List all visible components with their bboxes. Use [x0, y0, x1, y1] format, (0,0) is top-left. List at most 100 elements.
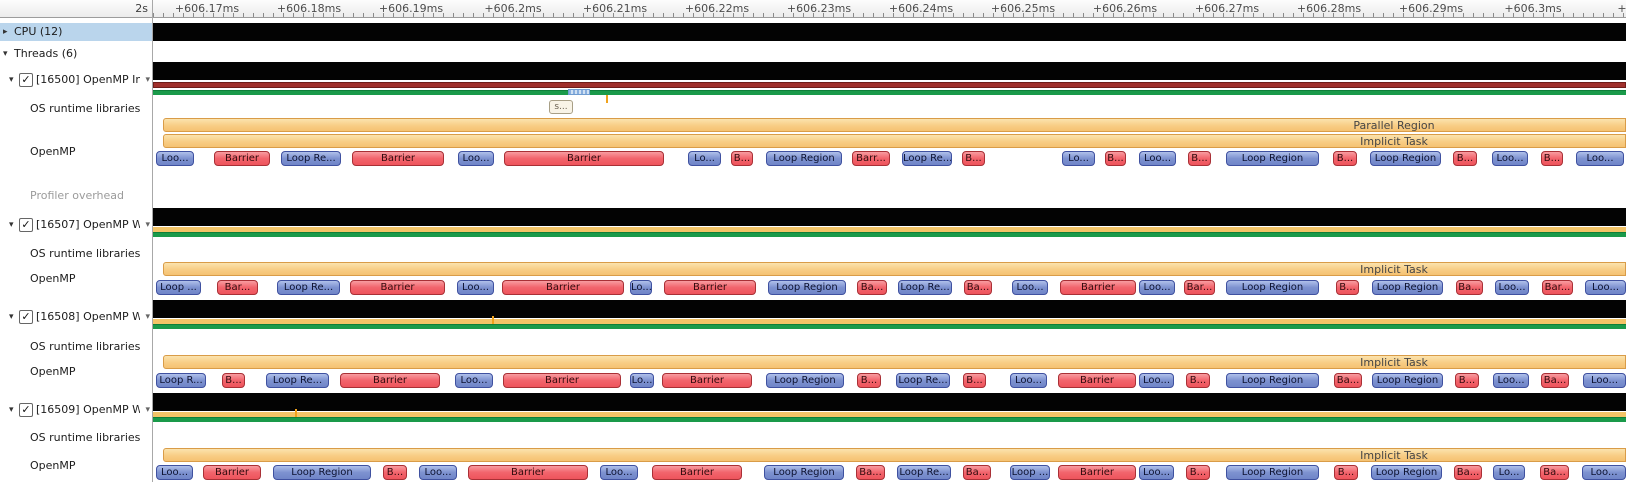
barrier-chip[interactable]: Barrier — [468, 465, 588, 480]
implicit-task-band[interactable]: Implicit Task — [163, 262, 1626, 276]
barrier-chip[interactable]: Barrier — [1060, 280, 1136, 295]
loop-region-chip[interactable]: Loop Region — [766, 151, 842, 166]
thread-checkbox[interactable]: ✓ — [19, 310, 33, 324]
loop-region-chip[interactable]: Loop Region — [768, 280, 846, 295]
loop-region-chip[interactable]: Loop Region — [1226, 151, 1319, 166]
barrier-chip[interactable]: Barrier — [503, 373, 621, 388]
dropdown-caret-icon[interactable]: ▾ — [145, 405, 150, 415]
loop-region-chip[interactable]: Loo... — [1583, 373, 1626, 388]
loop-region-chip[interactable]: Loo... — [419, 465, 457, 480]
loop-region-chip[interactable]: Loo... — [1139, 373, 1174, 388]
barrier-chip[interactable]: B... — [1333, 151, 1357, 166]
barrier-chip[interactable]: Ba... — [1540, 465, 1569, 480]
barrier-chip[interactable]: B... — [383, 465, 407, 480]
dropdown-caret-icon[interactable]: ▾ — [145, 312, 150, 322]
sidebar-subrow[interactable]: OpenMP — [0, 363, 152, 381]
loop-region-chip[interactable]: Loo... — [1010, 373, 1047, 388]
loop-region-chip[interactable]: Loop Re... — [896, 373, 950, 388]
barrier-chip[interactable]: Barrier — [350, 280, 445, 295]
loop-region-chip[interactable]: Lo... — [630, 280, 652, 295]
loop-region-chip[interactable]: Loo... — [1139, 151, 1176, 166]
barrier-chip[interactable]: Barrier — [1058, 373, 1136, 388]
barrier-chip[interactable]: Barrier — [502, 280, 624, 295]
sidebar-subrow[interactable]: OpenMP — [0, 270, 152, 288]
loop-region-chip[interactable]: Loo... — [1582, 465, 1626, 480]
barrier-chip[interactable]: Barrier — [203, 465, 261, 480]
loop-region-chip[interactable]: Loop Region — [273, 465, 371, 480]
expander-expanded-icon[interactable]: ▾ — [9, 220, 14, 230]
barrier-chip[interactable]: B... — [1455, 373, 1479, 388]
dropdown-caret-icon[interactable]: ▾ — [145, 220, 150, 230]
barrier-chip[interactable]: Barrier — [504, 151, 664, 166]
loop-region-chip[interactable]: Loo... — [156, 151, 194, 166]
loop-region-chip[interactable]: Loop R... — [156, 373, 206, 388]
barrier-chip[interactable]: Barrier — [662, 373, 752, 388]
loop-region-chip[interactable]: Loo... — [1576, 151, 1624, 166]
barrier-chip[interactable]: Ba... — [1454, 465, 1482, 480]
barrier-chip[interactable]: Barrier — [664, 280, 756, 295]
selection-hatch[interactable] — [568, 89, 590, 95]
barrier-chip[interactable]: Barrier — [352, 151, 444, 166]
sidebar-subrow[interactable]: Profiler overhead — [0, 187, 152, 205]
sidebar-subrow[interactable]: OS runtime libraries — [0, 245, 152, 263]
thread-checkbox[interactable]: ✓ — [19, 218, 33, 232]
sidebar-thread-row[interactable]: ▾ ✓[16507] OpenMP Work ▾ — [0, 216, 152, 234]
sidebar-subrow[interactable]: OpenMP — [0, 143, 152, 161]
loop-region-chip[interactable]: Loo... — [1493, 373, 1529, 388]
expander-expanded-icon[interactable]: ▾ — [3, 49, 8, 59]
expander-collapsed-icon[interactable]: ▸ — [3, 27, 8, 37]
barrier-chip[interactable]: Barrier — [652, 465, 742, 480]
barrier-chip[interactable]: Bar... — [1542, 280, 1573, 295]
barrier-chip[interactable]: B... — [1541, 151, 1563, 166]
loop-region-chip[interactable]: Loop Region — [1370, 151, 1441, 166]
loop-region-chip[interactable]: Loo... — [1495, 280, 1529, 295]
barrier-chip[interactable]: Ba... — [963, 465, 991, 480]
barrier-chip[interactable]: B... — [1453, 151, 1477, 166]
implicit-task-band[interactable]: Implicit Task — [163, 355, 1626, 369]
sidebar-thread-row[interactable]: ▾ ✓[16508] OpenMP Work ▾ — [0, 308, 152, 326]
loop-region-chip[interactable]: Loop Re... — [266, 373, 329, 388]
sidebar-group-threads[interactable]: ▾ Threads (6) — [0, 45, 152, 63]
barrier-chip[interactable]: Ba... — [1456, 280, 1483, 295]
loop-region-chip[interactable]: Loo... — [457, 280, 494, 295]
thread-checkbox[interactable]: ✓ — [19, 403, 33, 417]
barrier-chip[interactable]: B... — [731, 151, 753, 166]
loop-region-chip[interactable]: Loo... — [1139, 280, 1175, 295]
implicit-task-band[interactable]: Implicit Task — [163, 448, 1626, 462]
thread-checkbox[interactable]: ✓ — [19, 73, 33, 87]
parallel-region-band[interactable]: Parallel Region — [163, 118, 1626, 132]
loop-region-chip[interactable]: Loop Region — [1372, 373, 1443, 388]
sidebar-subrow[interactable]: OpenMP — [0, 457, 152, 475]
loop-region-chip[interactable]: Loop Re... — [277, 280, 340, 295]
barrier-chip[interactable]: Ba... — [1334, 373, 1362, 388]
loop-region-chip[interactable]: Lo... — [630, 373, 654, 388]
timeline-ruler[interactable]: 2s +606.17ms +606.18ms +606.19ms +606.2ms +6… — [0, 0, 1626, 18]
sidebar-thread-row[interactable]: ▾ ✓[16509] OpenMP Work ▾ — [0, 401, 152, 419]
barrier-chip[interactable]: B... — [222, 373, 245, 388]
sidebar-subrow[interactable]: OS runtime libraries — [0, 338, 152, 356]
barrier-chip[interactable]: B... — [1336, 280, 1359, 295]
sidebar-subrow[interactable]: OS runtime libraries — [0, 429, 152, 447]
barrier-chip[interactable]: B... — [857, 373, 881, 388]
dropdown-caret-icon[interactable]: ▾ — [145, 75, 150, 85]
expander-expanded-icon[interactable]: ▾ — [9, 405, 14, 415]
barrier-chip[interactable]: Bar... — [1184, 280, 1215, 295]
loop-region-chip[interactable]: Loo... — [600, 465, 638, 480]
loop-region-chip[interactable]: Loop Re... — [902, 151, 952, 166]
barrier-chip[interactable]: Ba... — [964, 280, 992, 295]
loop-region-chip[interactable]: Lo... — [1062, 151, 1095, 166]
loop-region-chip[interactable]: Lo... — [688, 151, 721, 166]
sidebar-subrow[interactable]: OS runtime libraries — [0, 100, 152, 118]
loop-region-chip[interactable]: Loop Region — [1226, 465, 1319, 480]
loop-region-chip[interactable]: Loop ... — [1010, 465, 1050, 480]
sidebar-group-cpu[interactable]: ▸ CPU (12) — [0, 23, 152, 41]
barrier-chip[interactable]: Ba... — [1541, 373, 1569, 388]
loop-region-chip[interactable]: Loo... — [1012, 280, 1048, 295]
barrier-chip[interactable]: Ba... — [857, 280, 887, 295]
loop-region-chip[interactable]: Loo... — [1585, 280, 1626, 295]
barrier-chip[interactable]: Barrier — [340, 373, 440, 388]
implicit-task-band[interactable]: Implicit Task — [163, 134, 1626, 148]
loop-region-chip[interactable]: Lo... — [1493, 465, 1525, 480]
loop-region-chip[interactable]: Loop Region — [766, 373, 844, 388]
barrier-chip[interactable]: B... — [962, 151, 985, 166]
